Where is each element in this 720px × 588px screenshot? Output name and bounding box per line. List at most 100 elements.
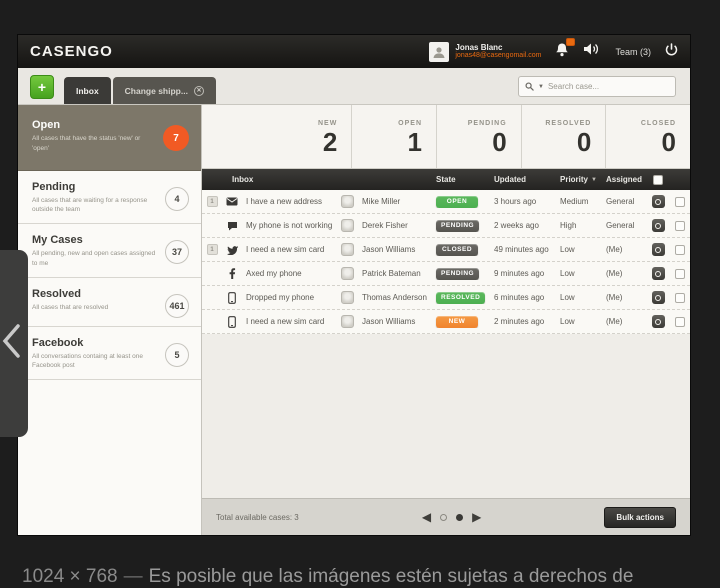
column-header-inbox[interactable]: Inbox bbox=[232, 175, 254, 184]
select-all-checkbox[interactable] bbox=[653, 174, 663, 185]
count-badge: 7 bbox=[163, 125, 189, 151]
page-dot-2[interactable] bbox=[456, 513, 464, 521]
column-header-state[interactable]: State bbox=[436, 175, 456, 184]
tab-inbox[interactable]: Inbox bbox=[64, 77, 111, 104]
case-action-button[interactable] bbox=[651, 315, 665, 328]
tab-change-shipp[interactable]: Change shipp... ✕ bbox=[112, 77, 216, 104]
case-subject[interactable]: I have a new address bbox=[246, 197, 323, 206]
priority-label: Low bbox=[560, 293, 575, 302]
table-row[interactable]: 1 I have a new address Mike Miller OPEN … bbox=[202, 190, 690, 214]
tab-close-icon[interactable]: ✕ bbox=[193, 85, 204, 96]
case-action-button[interactable] bbox=[651, 291, 665, 304]
search-scope-caret-icon[interactable]: ▼ bbox=[538, 83, 544, 90]
column-header-priority[interactable]: Priority ▼ bbox=[560, 175, 597, 184]
case-list: 1 I have a new address Mike Miller OPEN … bbox=[202, 190, 690, 334]
assigned-label: (Me) bbox=[606, 269, 623, 278]
speaker-icon bbox=[583, 42, 601, 61]
case-subject[interactable]: I need a new sim card bbox=[246, 317, 325, 326]
row-checkbox[interactable] bbox=[675, 268, 685, 279]
viewer-previous-button[interactable] bbox=[0, 250, 28, 437]
assigned-label: General bbox=[606, 221, 635, 230]
pagination: ◀ ▶ bbox=[307, 511, 597, 523]
bell-icon bbox=[555, 42, 569, 62]
row-checkbox[interactable] bbox=[675, 316, 685, 327]
table-row[interactable]: My phone is not working Derek Fisher PEN… bbox=[202, 214, 690, 238]
footer-bar: Total available cases: 3 ◀ ▶ Bulk action… bbox=[202, 498, 690, 535]
phone-channel-icon bbox=[225, 291, 239, 305]
case-action-button[interactable] bbox=[651, 267, 665, 280]
logout-button[interactable] bbox=[665, 42, 678, 61]
user-name: Jonas Blanc bbox=[455, 42, 503, 52]
power-icon bbox=[665, 42, 678, 61]
table-row[interactable]: I need a new sim card Jason Williams NEW… bbox=[202, 310, 690, 334]
updated-label: 3 hours ago bbox=[494, 197, 537, 206]
avatar bbox=[340, 243, 354, 256]
previous-page-icon[interactable]: ◀ bbox=[421, 510, 432, 524]
count-badge: 4 bbox=[165, 186, 189, 211]
priority-label: High bbox=[560, 221, 577, 230]
avatar bbox=[340, 219, 354, 232]
case-action-button[interactable] bbox=[651, 195, 665, 208]
case-subject[interactable]: I need a new sim card bbox=[246, 245, 325, 254]
column-header-assigned[interactable]: Assigned bbox=[606, 175, 643, 184]
empty-area bbox=[202, 334, 690, 498]
row-checkbox[interactable] bbox=[675, 292, 685, 303]
sidebar: Open All cases that have the status 'new… bbox=[18, 105, 202, 535]
sidebar-item-pending[interactable]: Pending All cases that are waiting for a… bbox=[18, 171, 201, 224]
bulk-actions-button[interactable]: Bulk actions bbox=[604, 506, 676, 528]
updated-label: 49 minutes ago bbox=[494, 245, 549, 254]
new-case-button[interactable]: + bbox=[30, 75, 54, 99]
assigned-label: (Me) bbox=[606, 293, 623, 302]
sidebar-item-resolved[interactable]: Resolved All cases that are resolved 461 bbox=[18, 278, 201, 327]
viewer-caption: 1024 × 768— Es posible que las imágenes e… bbox=[22, 566, 720, 588]
column-header-updated[interactable]: Updated bbox=[494, 175, 526, 184]
table-row[interactable]: Axed my phone Patrick Bateman PENDING 9 … bbox=[202, 262, 690, 286]
page-dot-1[interactable] bbox=[440, 513, 448, 521]
priority-label: Medium bbox=[560, 197, 589, 206]
assigned-label: General bbox=[606, 197, 635, 206]
avatar bbox=[340, 291, 354, 304]
next-page-icon[interactable]: ▶ bbox=[472, 510, 482, 524]
search-input[interactable] bbox=[547, 82, 669, 91]
user-menu[interactable]: Jonas Blanc jonas48@casengomail.com bbox=[429, 41, 541, 62]
copyright-notice[interactable]: Es posible que las imágenes estén sujeta… bbox=[148, 566, 634, 587]
avatar bbox=[340, 195, 354, 208]
case-action-button[interactable] bbox=[651, 219, 665, 232]
stat-closed: CLOSED 0 bbox=[605, 105, 690, 168]
customer-name: Thomas Anderson bbox=[362, 293, 427, 302]
sidebar-item-my-cases[interactable]: My Cases All pending, new and open cases… bbox=[18, 224, 201, 278]
avatar bbox=[340, 267, 354, 280]
updated-label: 6 minutes ago bbox=[494, 293, 545, 302]
stat-pending: PENDING 0 bbox=[436, 105, 521, 168]
status-badge: NEW bbox=[436, 315, 478, 328]
notifications-button[interactable] bbox=[555, 37, 576, 62]
count-badge: 461 bbox=[165, 293, 189, 318]
case-action-button[interactable] bbox=[651, 243, 665, 256]
sidebar-filler bbox=[18, 380, 201, 535]
table-row[interactable]: 1 I need a new sim card Jason Williams C… bbox=[202, 238, 690, 262]
row-checkbox[interactable] bbox=[675, 244, 685, 255]
case-subject[interactable]: My phone is not working bbox=[246, 221, 333, 230]
caption-dash: — bbox=[123, 566, 143, 587]
priority-label: Low bbox=[560, 245, 575, 254]
customer-name: Jason Williams bbox=[362, 317, 416, 326]
sound-button[interactable] bbox=[583, 42, 601, 61]
search-box: ▼ bbox=[518, 76, 676, 97]
assigned-label: (Me) bbox=[606, 317, 623, 326]
main-panel: NEW 2 OPEN 1 PENDING 0 RESOLVED 0 CLOSED… bbox=[202, 105, 690, 535]
row-checkbox[interactable] bbox=[675, 196, 685, 207]
updated-label: 9 minutes ago bbox=[494, 269, 545, 278]
table-header: Inbox State Updated Priority ▼ Assigned bbox=[202, 169, 690, 190]
sidebar-item-facebook[interactable]: Facebook All conversations containg at l… bbox=[18, 327, 201, 380]
table-row[interactable]: Dropped my phone Thomas Anderson RESOLVE… bbox=[202, 286, 690, 310]
sidebar-item-open[interactable]: Open All cases that have the status 'new… bbox=[18, 105, 201, 171]
case-subject[interactable]: Dropped my phone bbox=[246, 293, 315, 302]
status-badge: PENDING bbox=[436, 267, 480, 280]
row-checkbox[interactable] bbox=[675, 220, 685, 231]
thread-count-badge: 1 bbox=[206, 244, 218, 255]
status-badge: CLOSED bbox=[436, 243, 478, 256]
thread-count-badge: 1 bbox=[206, 196, 218, 207]
team-menu[interactable]: Team (3) bbox=[615, 46, 651, 57]
case-subject[interactable]: Axed my phone bbox=[246, 269, 302, 278]
app-logo: CASENGO bbox=[30, 43, 113, 60]
